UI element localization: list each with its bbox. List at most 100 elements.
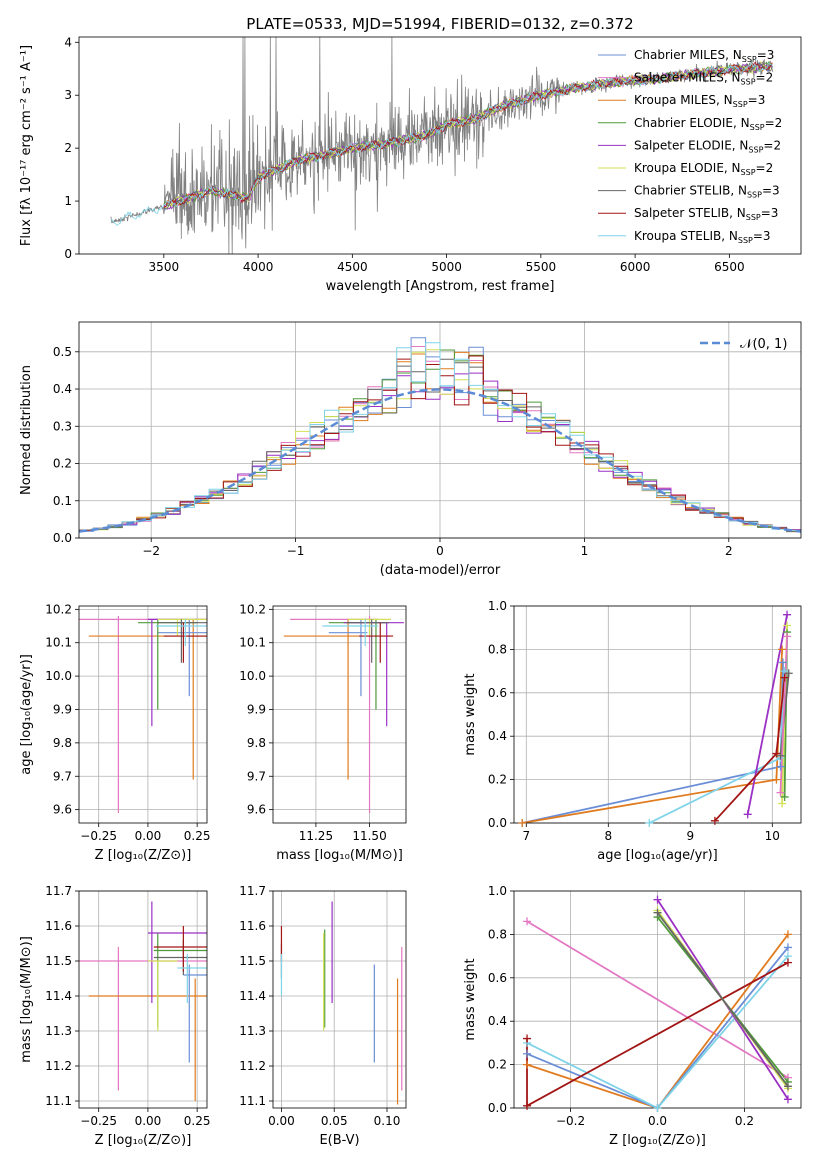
- age_vs_Z-ytick-label: 10.0: [45, 669, 72, 683]
- mass_weight_vs_age-marker-8: [783, 632, 792, 641]
- age_vs_Z-xlabel: Z [log₁₀(Z/Z⊙)]: [95, 848, 192, 863]
- residuals-ytick-label: 0.5: [53, 345, 72, 359]
- mass_weight_vs_age-marker-6: [783, 621, 792, 630]
- mass_weight_vs_Z-ytick-label: 0.8: [488, 927, 507, 941]
- spectrum-xtick-label: 4000: [243, 260, 274, 274]
- residual-legend: 𝒩(0, 1): [700, 337, 787, 352]
- mass_weight_vs_age-xtick-label: 8: [604, 829, 612, 843]
- mass_weight_vs_age-marker-1: [772, 775, 781, 784]
- mass_weight_vs_age-marker-0: [778, 658, 787, 667]
- mass_weight_vs_Z-marker-8: [653, 908, 662, 917]
- residuals-ytick-label: 0.3: [53, 419, 72, 433]
- spectrum-xtick-label: 4500: [337, 260, 368, 274]
- legend-entry: Salpeter STELIB, NSSP=3: [634, 206, 778, 222]
- mass_weight_vs_age-marker-3: [783, 610, 792, 619]
- residuals-ytick-label: 0.0: [53, 531, 72, 545]
- mass_vs_ebv-xtick-label: 0.00: [268, 1114, 295, 1128]
- mass_weight_vs_Z-axes: −0.2 0.0 0.2 0.0 0.2 0.4 0.6 0.8 1.0 Z [log₁₀(Z/Z…: [463, 884, 802, 1148]
- mass_vs_Z-ytick-label: 11.6: [45, 919, 72, 933]
- mass_vs_Z-ylabel: mass [log₁₀(M/M⊙)]: [19, 936, 34, 1063]
- mass_weight_vs_age-axes: 7 8 9 10 0.0 0.2 0.4 0.6 0.8 1.0 age [log₁₀(age/yr…: [463, 599, 802, 863]
- age_vs_Z-xtick-label: 0.25: [184, 829, 211, 843]
- spectrum-xtick-label: 6000: [620, 260, 651, 274]
- mass_weight_vs_age-marker-8: [776, 788, 785, 797]
- mass_weight_vs_age-plot-area: [522, 614, 790, 823]
- residuals-plot-area: [79, 337, 801, 534]
- age_vs_Z-ylabel: age [log₁₀(age/yr)]: [19, 654, 34, 775]
- mass_vs_Z-plot-area: [79, 901, 207, 1101]
- mass_weight_vs_age-marker-4: [780, 673, 789, 682]
- mass_weight_vs_Z-line-1: [526, 933, 789, 1108]
- mass_weight_vs_Z-xlabel: Z [log₁₀(Z/Z⊙)]: [609, 1133, 706, 1148]
- mass_vs_ebv-axes: 0.00 0.05 0.10 11.1 11.2 11.3 11.4 11.5 11.6 11.7…: [239, 884, 407, 1148]
- legend-entry: 𝒩(0, 1): [740, 337, 787, 352]
- residuals-xtick-label: 0: [436, 544, 444, 558]
- mass_weight_vs_age-line-2: [648, 671, 786, 823]
- spectrum-xlabel: wavelength [Angstrom, rest frame]: [326, 279, 555, 294]
- mass_weight_vs_Z-marker-5: [653, 895, 662, 904]
- legend-entry: Kroupa STELIB, NSSP=3: [634, 229, 771, 245]
- spectrum-ytick-label: 2: [64, 141, 72, 155]
- age_vs_mass-ytick-label: 9.6: [247, 803, 266, 817]
- legend-entry: Chabrier MILES, NSSP=3: [634, 48, 774, 64]
- mass_weight_vs_age-ytick-label: 0.0: [488, 816, 507, 830]
- mass_weight_vs_age-xtick-label: 7: [522, 829, 530, 843]
- age_vs_Z-frame: [78, 605, 208, 824]
- mass_weight_vs_age-line-3: [746, 614, 788, 815]
- spectrum-data-line: [110, 37, 774, 254]
- mass_vs_ebv-xlabel: E(B-V): [319, 1133, 359, 1148]
- mass_weight_vs_Z-marker-1: [783, 930, 792, 939]
- residuals-xtick-label: 2: [725, 544, 733, 558]
- mass_vs_Z-xlabel: Z [log₁₀(Z/Z⊙)]: [95, 1133, 192, 1148]
- residuals-ytick-label: 0.1: [53, 494, 72, 508]
- mass_vs_Z-xtick-label: 0.25: [184, 1114, 211, 1128]
- legend-entry: Salpeter ELODIE, NSSP=2: [634, 138, 781, 154]
- age_vs_mass-ytick-label: 9.8: [247, 736, 266, 750]
- mass_weight_vs_age-marker-2: [645, 819, 654, 827]
- age_vs_Z-plot-area: [79, 616, 207, 813]
- age_vs_mass-frame: [272, 605, 407, 824]
- spectrum-plot-area: [110, 37, 774, 254]
- normal-curve: [79, 388, 801, 533]
- mass_weight_vs_age-line-0: [522, 662, 784, 823]
- spectrum-model-line-3: [163, 60, 773, 208]
- age_vs_mass-xtick-label: 11.50: [352, 829, 386, 843]
- age_vs_mass-ytick-label: 10.2: [239, 602, 266, 616]
- legend-entry: Salpeter MILES, NSSP=2: [634, 71, 773, 87]
- age_vs_mass-plot-area: [283, 616, 404, 813]
- mass_vs_ebv-ytick-label: 11.6: [239, 919, 266, 933]
- mass_vs_ebv-ytick-label: 11.1: [239, 1094, 266, 1108]
- mass_weight_vs_age-ytick-label: 0.4: [488, 729, 507, 743]
- residuals-frame: [78, 321, 802, 539]
- mass_weight_vs_Z-ytick-label: 0.4: [488, 1014, 507, 1028]
- mass_vs_ebv-ytick-label: 11.7: [239, 884, 266, 898]
- mass_vs_Z-ytick-label: 11.3: [45, 1024, 72, 1038]
- spectrum-ytick-label: 1: [64, 194, 72, 208]
- mass_weight_vs_Z-ytick-label: 1.0: [488, 884, 507, 898]
- mass_weight_vs_age-marker-4: [710, 816, 719, 825]
- mass_vs_ebv-ytick-label: 11.4: [239, 989, 266, 1003]
- residuals-xtick-label: −1: [287, 544, 305, 558]
- mass_weight_vs_Z-xtick-label: −0.2: [556, 1114, 585, 1128]
- mass_weight_vs_age-xtick-label: 10: [765, 829, 780, 843]
- mass_weight_vs_Z-line-2: [526, 946, 789, 1108]
- mass_vs_Z-axes: −0.25 0.00 0.25 11.1 11.2 11.3 11.4 11.5 11.6 11.…: [19, 884, 211, 1148]
- mass_weight_vs_Z-ytick-label: 0.6: [488, 971, 507, 985]
- mass_weight_vs_Z-marker-3: [653, 1104, 662, 1112]
- age_vs_Z-ytick-label: 9.6: [53, 803, 72, 817]
- mass_vs_Z-xtick-label: 0.00: [135, 1114, 162, 1128]
- mass_weight_vs_Z-marker-0: [523, 917, 532, 926]
- figure-title: PLATE=0533, MJD=51994, FIBERID=0132, z=0…: [246, 15, 633, 33]
- spectrum-ytick-label: 0: [64, 247, 72, 261]
- legend-entry: Chabrier STELIB, NSSP=3: [634, 184, 780, 200]
- spectrum-model-line-8: [110, 62, 773, 226]
- age_vs_mass-ytick-label: 9.7: [247, 769, 266, 783]
- age_vs_Z-xtick-label: −0.25: [80, 829, 117, 843]
- mass_vs_Z-frame: [78, 890, 208, 1109]
- residuals-xtick-label: 1: [581, 544, 589, 558]
- spectrum-ylabel: Flux [fλ 10⁻¹⁷ erg cm⁻² s⁻¹ A⁻¹]: [19, 45, 34, 246]
- legend-entry: Kroupa MILES, NSSP=3: [634, 93, 765, 109]
- spectrum-xtick-label: 5500: [526, 260, 557, 274]
- mass_weight_vs_age-xlabel: age [log₁₀(age/yr)]: [597, 848, 718, 863]
